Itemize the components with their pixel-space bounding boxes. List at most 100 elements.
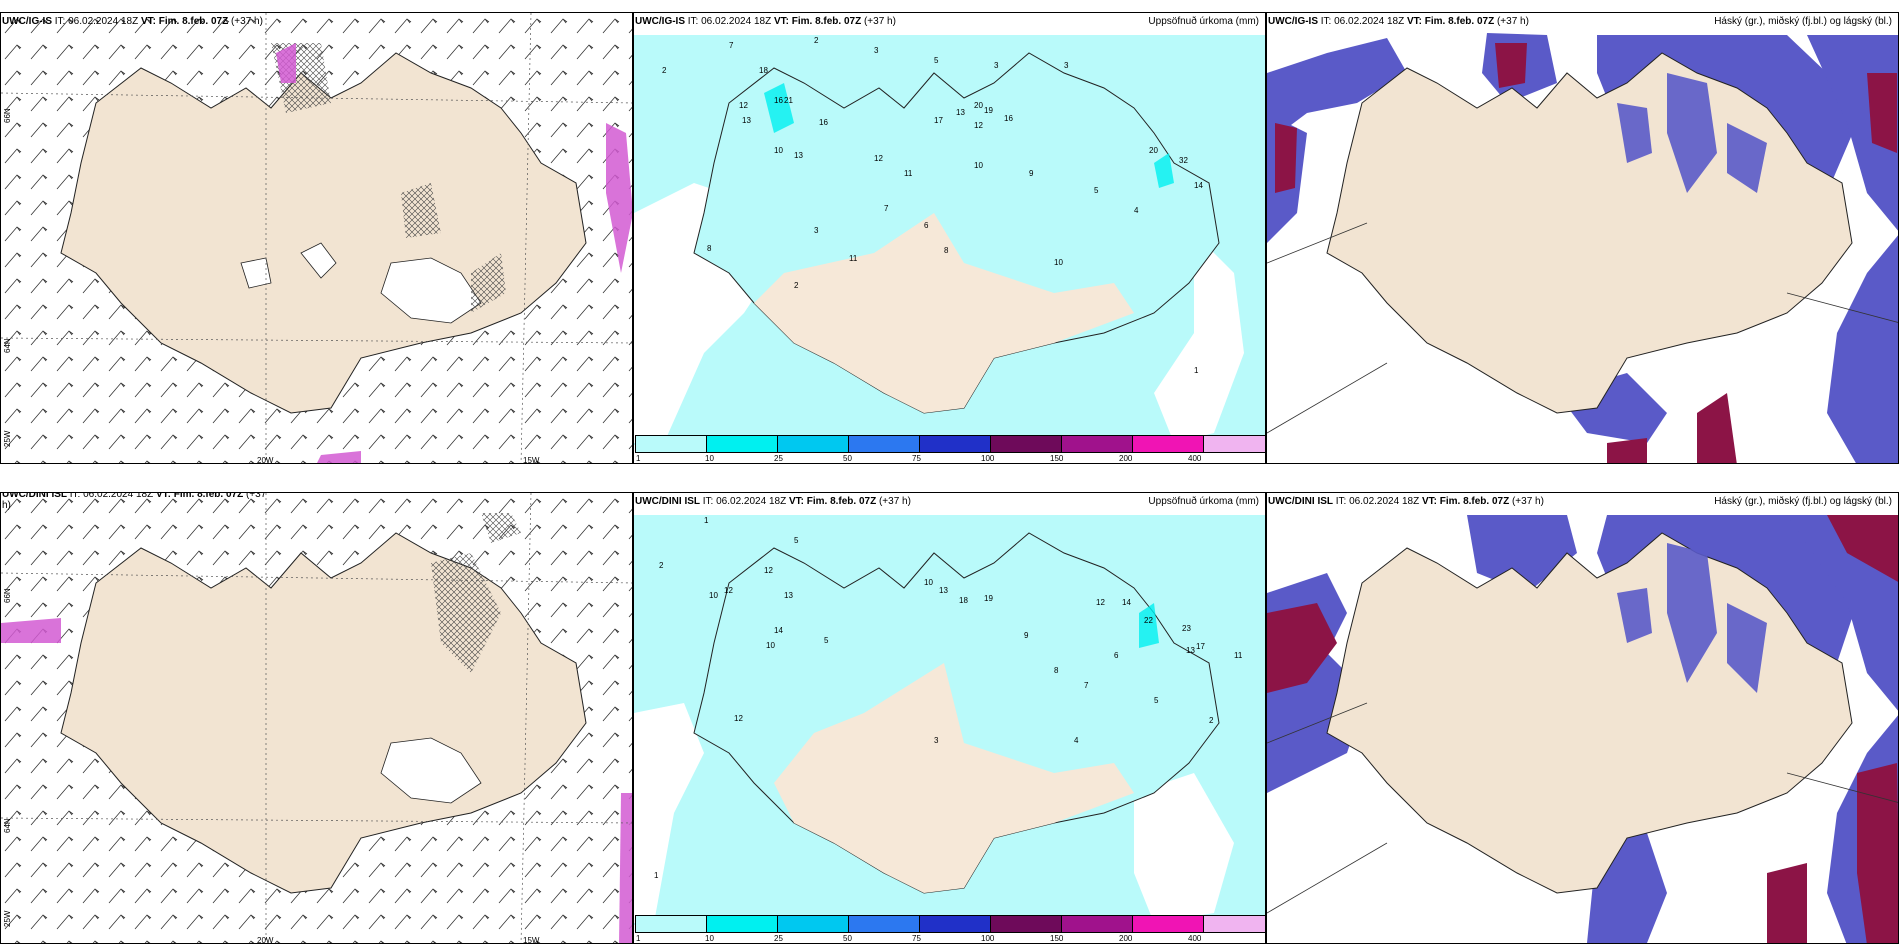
svg-text:12: 12	[739, 101, 748, 110]
cloud-map	[1267, 33, 1898, 463]
svg-text:13: 13	[784, 591, 793, 600]
svg-text:17: 17	[1196, 642, 1205, 651]
precip-colorbar: 1 10 25 50 75 100 150 200 400	[635, 915, 1265, 943]
svg-text:13: 13	[794, 151, 803, 160]
colorbar-tick-label: 150	[1050, 454, 1064, 463]
map-panel-dini-wind[interactable]: UWC/DINI ISL IT: 06.02.2024 18Z VT: Fim.…	[0, 492, 633, 944]
svg-text:4: 4	[1134, 206, 1139, 215]
map-panel-dini-precip[interactable]: UWC/DINI ISL IT: 06.02.2024 18Z VT: Fim.…	[633, 492, 1266, 944]
svg-text:17: 17	[934, 116, 943, 125]
svg-text:2: 2	[794, 281, 799, 290]
precip-colorbar: 1 10 25 50 75 100 150 200 400	[635, 435, 1265, 463]
lat-label-64n: 64N	[3, 338, 12, 353]
panel-subtitle: Háský (gr.), miðský (fj.bl.) og lágský (…	[1714, 496, 1892, 507]
colorbar-segment	[848, 915, 920, 933]
svg-text:14: 14	[1194, 181, 1203, 190]
colorbar-segment	[990, 915, 1062, 933]
svg-text:1: 1	[1194, 366, 1199, 375]
colorbar-tick-label: 100	[981, 454, 995, 463]
panel-title: UWC/DINI ISL IT: 06.02.2024 18Z VT: Fim.…	[635, 496, 911, 507]
svg-text:8: 8	[944, 246, 949, 255]
svg-text:12: 12	[874, 154, 883, 163]
svg-text:11: 11	[849, 254, 858, 263]
svg-text:12: 12	[734, 714, 743, 723]
colorbar-segment	[777, 435, 849, 453]
colorbar-segment	[777, 915, 849, 933]
panel-title: UWC/IG-IS IT: 06.02.2024 18Z VT: Fim. 8.…	[1268, 16, 1529, 27]
svg-text:6: 6	[1114, 651, 1119, 660]
svg-text:18: 18	[759, 66, 768, 75]
svg-text:21: 21	[784, 96, 793, 105]
lat-label-25w: 25W	[3, 430, 12, 447]
svg-text:6: 6	[924, 221, 929, 230]
svg-text:3: 3	[994, 61, 999, 70]
colorbar-segment	[919, 435, 991, 453]
colorbar-segment	[1203, 915, 1265, 933]
svg-text:10: 10	[974, 161, 983, 170]
svg-text:7: 7	[729, 41, 734, 50]
colorbar-tick-label: 75	[912, 454, 921, 463]
svg-text:11: 11	[904, 169, 913, 178]
svg-text:16: 16	[774, 96, 783, 105]
svg-text:5: 5	[794, 536, 799, 545]
svg-text:5: 5	[824, 636, 829, 645]
svg-text:4: 4	[1074, 736, 1079, 745]
lon-label-15w: 15W	[523, 936, 540, 944]
svg-text:1: 1	[654, 871, 659, 880]
colorbar-tick-label: 400	[1188, 934, 1202, 943]
colorbar-tick-label: 50	[843, 454, 852, 463]
svg-text:3: 3	[814, 226, 819, 235]
colorbar-segment	[848, 435, 920, 453]
panel-subtitle: Uppsöfnuð úrkoma (mm)	[1148, 496, 1259, 507]
colorbar-segment	[1061, 915, 1133, 933]
panel-title: UWC/IG-IS IT: 06.02.2024 18Z VT: Fim. 8.…	[2, 16, 263, 27]
svg-text:32: 32	[1179, 156, 1188, 165]
svg-text:20: 20	[974, 101, 983, 110]
colorbar-tick-label: 25	[774, 934, 783, 943]
map-panel-ig-wind[interactable]: UWC/IG-IS IT: 06.02.2024 18Z VT: Fim. 8.…	[0, 12, 633, 464]
svg-text:19: 19	[984, 594, 993, 603]
iceland-landmass	[1326, 52, 1853, 414]
svg-text:5: 5	[1094, 186, 1099, 195]
svg-text:13: 13	[742, 116, 751, 125]
svg-text:13: 13	[956, 108, 965, 117]
svg-text:12: 12	[724, 586, 733, 595]
svg-text:8: 8	[1054, 666, 1059, 675]
map-panel-dini-clouds[interactable]: UWC/DINI ISL IT: 06.02.2024 18Z VT: Fim.…	[1266, 492, 1899, 944]
precip-value-labels: 2 7 2 3 5 3 3 18 16 12 13 21 16 20 17 13…	[662, 36, 1203, 375]
panel-title: UWC/DINI ISL IT: 06.02.2024 18Z VT: Fim.…	[1268, 496, 1544, 507]
map-panel-ig-clouds[interactable]: UWC/IG-IS IT: 06.02.2024 18Z VT: Fim. 8.…	[1266, 12, 1899, 464]
colorbar-segment	[1203, 435, 1265, 453]
colorbar-segment	[706, 915, 778, 933]
lon-label-20w: 20W	[257, 456, 274, 464]
svg-text:9: 9	[1029, 169, 1034, 178]
lat-label-66n: 66N	[3, 108, 12, 123]
svg-text:12: 12	[974, 121, 983, 130]
colorbar-segment	[635, 915, 707, 933]
map-panel-ig-precip[interactable]: UWC/IG-IS IT: 06.02.2024 18Z VT: Fim. 8.…	[633, 12, 1266, 464]
panel-subtitle: Háský (gr.), miðský (fj.bl.) og lágský (…	[1714, 16, 1892, 27]
svg-text:16: 16	[819, 118, 828, 127]
colorbar-tick-label: 1	[636, 934, 641, 943]
colorbar-segment	[1132, 915, 1204, 933]
svg-text:19: 19	[984, 106, 993, 115]
panel-title: UWC/IG-IS IT: 06.02.2024 18Z VT: Fim. 8.…	[635, 16, 896, 27]
colorbar-tick-label: 400	[1188, 454, 1202, 463]
svg-text:10: 10	[774, 146, 783, 155]
colorbar-segment	[1061, 435, 1133, 453]
colorbar-tick-label: 100	[981, 934, 995, 943]
colorbar-segment	[635, 435, 707, 453]
svg-text:18: 18	[959, 596, 968, 605]
lon-label-20w: 20W	[257, 936, 274, 944]
svg-text:14: 14	[774, 626, 783, 635]
svg-text:3: 3	[934, 736, 939, 745]
colorbar-segment	[990, 435, 1062, 453]
svg-text:13: 13	[939, 586, 948, 595]
svg-text:14: 14	[1122, 598, 1131, 607]
svg-text:5: 5	[934, 56, 939, 65]
lon-label-15w: 15W	[523, 456, 540, 464]
colorbar-tick-label: 200	[1119, 454, 1133, 463]
colorbar-tick-label: 10	[705, 934, 714, 943]
precip-map: 1 5 2 12 10 12 13 14 10 5 13 18 19 10 12…	[634, 515, 1265, 925]
svg-text:7: 7	[884, 204, 889, 213]
